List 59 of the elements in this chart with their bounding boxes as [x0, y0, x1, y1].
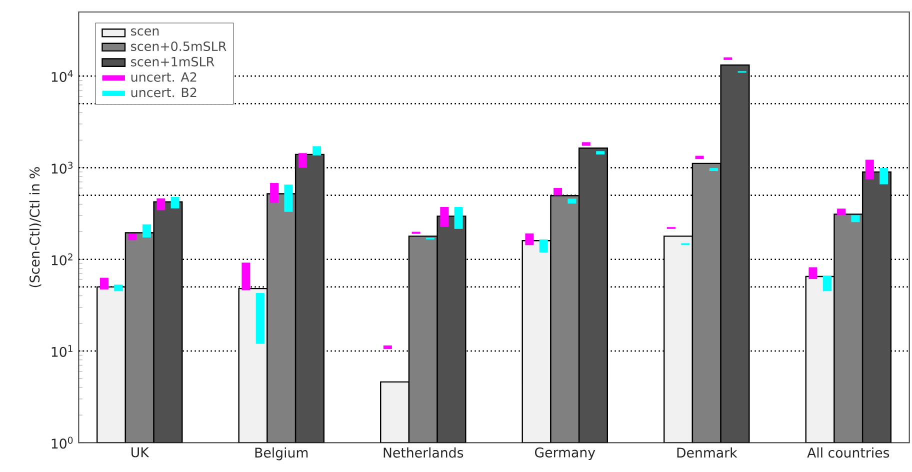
bar: [298, 153, 307, 168]
bar: [582, 142, 590, 146]
legend-label: scen+1mSLR: [131, 56, 214, 66]
bar: [568, 198, 576, 204]
y-tick-label: 10$^{0}$: [52, 436, 73, 449]
bar: [554, 188, 562, 196]
bar: [124, 232, 154, 443]
x-tick-label: UK: [132, 447, 150, 458]
bar: [862, 171, 892, 443]
bar: [724, 57, 732, 60]
bar: [440, 206, 449, 227]
y-tick-label: 10$^{2}$: [52, 253, 72, 266]
bar: [822, 276, 832, 292]
bar: [153, 201, 183, 443]
bar: [408, 236, 438, 443]
bar: [525, 233, 534, 246]
bar: [170, 196, 180, 208]
x-tick-label: Denmark: [677, 447, 738, 458]
bar: [720, 64, 750, 443]
bar: [284, 184, 293, 212]
bar: [436, 216, 466, 443]
y-tick-label: 10$^{1}$: [52, 345, 72, 357]
bar: [539, 239, 548, 252]
bar: [256, 292, 264, 344]
x-tick-label: Netherlands: [384, 447, 464, 458]
bar: [834, 214, 864, 443]
bar: [865, 160, 874, 180]
bar: [596, 151, 605, 154]
y-tick-label: 10$^{4}$: [52, 70, 73, 82]
legend-label: uncert. A2: [131, 72, 196, 82]
bar: [156, 198, 166, 210]
bar: [242, 262, 250, 290]
bar: [880, 168, 888, 184]
bar: [266, 193, 296, 443]
bar: [837, 208, 846, 216]
bar: [808, 267, 818, 280]
bar: [695, 156, 704, 160]
bar: [142, 224, 151, 238]
bar: [312, 146, 322, 156]
x-tick-label: Germany: [534, 447, 596, 460]
legend-label: scen+0.5mSLR: [131, 41, 226, 52]
bar: [550, 195, 580, 443]
bar: [578, 148, 608, 443]
bar: [383, 345, 392, 350]
bar: [692, 162, 722, 443]
legend-label: uncert. B2: [131, 88, 196, 98]
legend-label: scen: [131, 28, 159, 36]
bar: [100, 278, 108, 290]
bar: [270, 183, 279, 203]
x-tick-label: Belgium: [255, 447, 308, 460]
bar: [454, 206, 463, 229]
y-tick-label: 10$^{3}$: [52, 162, 73, 174]
bar: [709, 168, 718, 172]
bar: [294, 154, 324, 443]
y-axis-title: (Scen-Ctl)/Ctl in %: [29, 167, 42, 288]
bar: [128, 234, 137, 240]
bar: [114, 284, 123, 292]
x-tick-label: All countries: [807, 447, 890, 458]
bar: [851, 215, 860, 222]
